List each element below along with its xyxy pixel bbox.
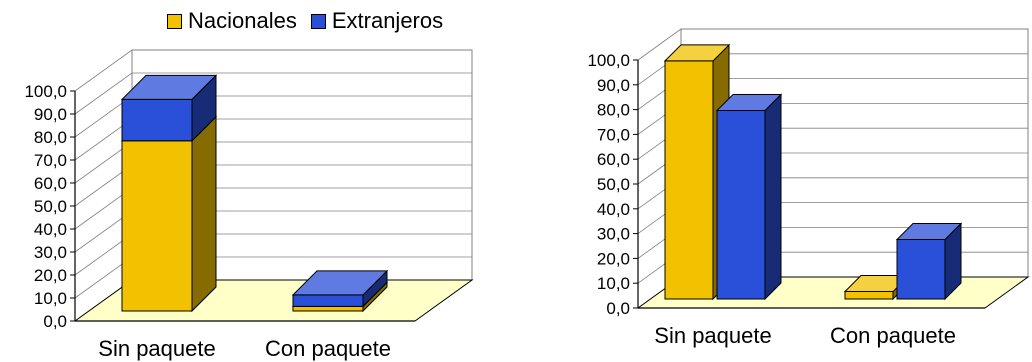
y-tick-label: 50,0 — [597, 175, 630, 194]
bar-front — [664, 60, 714, 300]
y-tick-label: 20,0 — [597, 249, 630, 268]
y-tick-label: 40,0 — [597, 200, 630, 219]
bar-top — [291, 270, 389, 296]
y-tick-label: 100,0 — [24, 82, 67, 101]
bar-extranjeros-2 — [291, 269, 389, 308]
legend-label-extranjeros: Extranjeros — [331, 8, 444, 33]
bar-side — [764, 93, 782, 301]
y-tick-label: 100,0 — [587, 51, 630, 70]
x-tick-label: Con paquete — [830, 323, 956, 348]
legend-item-extranjeros: Extranjeros — [310, 8, 444, 34]
bar-top — [663, 44, 731, 62]
y-tick-label: 70,0 — [34, 151, 67, 170]
y-tick-label: 0,0 — [43, 312, 67, 331]
x-tick-label: Sin paquete — [98, 336, 215, 361]
bar-front — [292, 305, 364, 312]
x-tick-label: Sin paquete — [654, 323, 771, 348]
chart-legend: Nacionales Extranjeros — [167, 8, 443, 34]
x-tick-label: Con paquete — [265, 336, 391, 361]
y-tick-label: 60,0 — [597, 150, 630, 169]
y-tick-label: 90,0 — [597, 76, 630, 95]
y-tick-label: 40,0 — [34, 220, 67, 239]
y-tick-label: 50,0 — [34, 197, 67, 216]
y-tick-label: 10,0 — [34, 289, 67, 308]
y-tick-label: 0,0 — [606, 299, 630, 318]
y-tick-label: 80,0 — [34, 128, 67, 147]
bar-nacionales-1 — [120, 115, 218, 313]
y-tick-label: 60,0 — [34, 174, 67, 193]
bar-front — [896, 238, 946, 300]
bar-side — [191, 115, 217, 313]
y-tick-label: 70,0 — [597, 125, 630, 144]
y-tick-label: 20,0 — [34, 266, 67, 285]
bar-extranjeros-1 — [120, 74, 218, 143]
chart-panel-2: 0,0 10,0 20,0 30,0 40,0 50,0 60,0 70,0 80,0 90,0 1… — [587, 28, 1030, 348]
chart-panel-1: 0,0 10,0 20,0 30,0 40,0 50,0 60,0 70,0 80,0 90,0 1… — [24, 49, 474, 361]
y-tick-label: 10,0 — [597, 274, 630, 293]
y-tick-label: 30,0 — [34, 243, 67, 262]
legend-swatch-nacionales — [167, 13, 182, 29]
bar-front — [121, 98, 193, 142]
legend-label-nacionales: Nacionales — [188, 8, 297, 33]
bar-extranjeros-2 — [895, 222, 963, 301]
legend-item-nacionales: Nacionales — [167, 8, 297, 34]
bar-top — [715, 94, 783, 112]
bar-top — [120, 74, 218, 100]
y-tick-label: 30,0 — [597, 225, 630, 244]
y-tick-label: 90,0 — [34, 105, 67, 124]
gridline-side — [74, 72, 133, 115]
legend-swatch-extranjeros — [310, 13, 326, 29]
bar-front — [121, 140, 193, 312]
gridline-side — [74, 49, 133, 92]
bar-front — [292, 294, 364, 307]
bar-top — [895, 222, 963, 240]
bar-front — [844, 291, 894, 300]
bar-extranjeros-1 — [715, 93, 783, 301]
y-tick-label: 80,0 — [597, 101, 630, 120]
bar-front — [716, 110, 766, 300]
gridline-side — [637, 28, 682, 61]
